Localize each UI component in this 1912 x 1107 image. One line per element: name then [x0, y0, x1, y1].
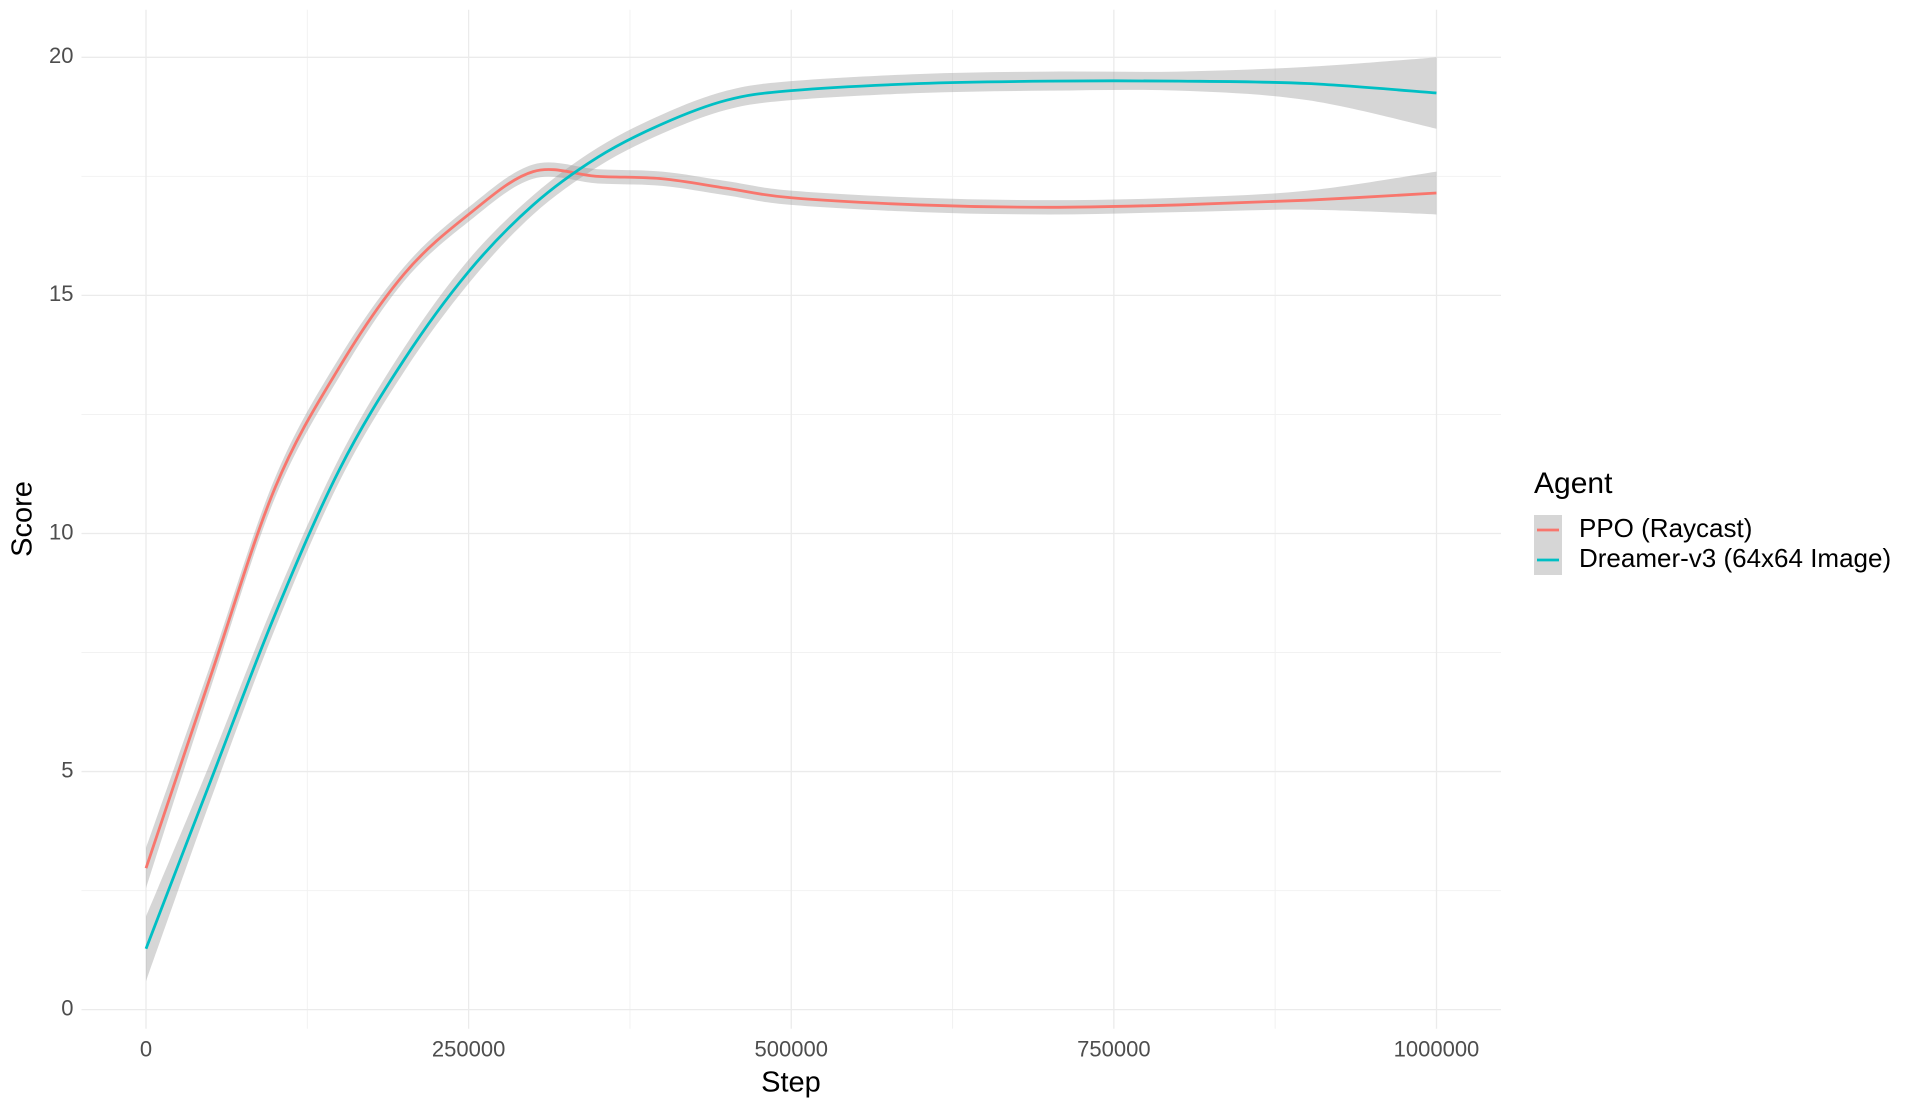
- legend-title: Agent: [1534, 467, 1613, 500]
- x-tick-label: 0: [140, 1037, 152, 1062]
- y-tick-label: 20: [49, 43, 73, 68]
- y-tick-label: 0: [61, 995, 73, 1020]
- legend-label: Dreamer-v3 (64x64 Image): [1579, 543, 1891, 573]
- y-tick-label: 10: [49, 519, 73, 544]
- legend-label: PPO (Raycast): [1579, 513, 1752, 543]
- x-tick-label: 750000: [1077, 1037, 1150, 1062]
- line: [144, 168, 1437, 869]
- y-tick-label: 5: [61, 757, 73, 782]
- y-tick-label: 15: [49, 281, 73, 306]
- x-tick-label: 250000: [432, 1037, 505, 1062]
- y-axis-title: Score: [7, 481, 39, 557]
- x-axis-title: Step: [761, 1067, 821, 1099]
- x-tick-label: 500000: [755, 1037, 828, 1062]
- grid: [81, 9, 1501, 1029]
- x-tick-label: 1000000: [1394, 1037, 1480, 1062]
- line: [144, 79, 1437, 950]
